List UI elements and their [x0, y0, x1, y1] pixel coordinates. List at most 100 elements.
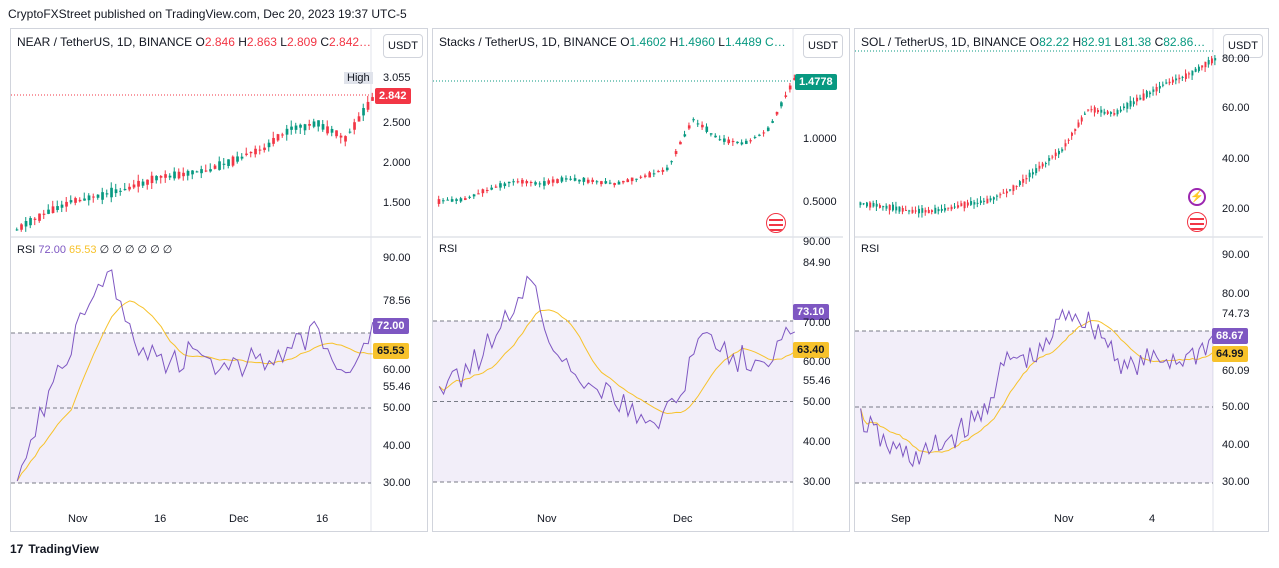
last-price-tag: 1.4778 — [795, 74, 837, 90]
candle-body — [503, 183, 507, 187]
us-flag-icon[interactable] — [766, 213, 786, 233]
rsi-ma-tag: 64.99 — [1212, 346, 1248, 362]
rsi-line — [860, 308, 1216, 468]
candle-body — [119, 190, 122, 192]
low-value: 81.38 — [1121, 35, 1152, 49]
candle-body — [366, 101, 370, 110]
symbol-legend[interactable]: SOL / TetherUS, 1D, BINANCE O82.22 H82.9… — [861, 35, 1206, 49]
candle-body — [1214, 58, 1217, 61]
symbol-legend[interactable]: Stacks / TetherUS, 1D, BINANCE O1.4602 H… — [439, 35, 786, 49]
candle-body — [276, 134, 280, 141]
candle-body — [83, 198, 86, 201]
chart-pane-stacks[interactable]: Stacks / TetherUS, 1D, BINANCE O1.4602 H… — [432, 28, 850, 532]
candle-body — [481, 189, 485, 194]
candle-body — [547, 180, 551, 184]
chart-pane-sol[interactable]: SOL / TetherUS, 1D, BINANCE O82.22 H82.9… — [854, 28, 1269, 532]
rsi-legend[interactable]: RSI — [439, 243, 457, 255]
candle-body — [485, 189, 489, 191]
candle-body — [173, 171, 176, 179]
rsi-title: RSI — [439, 243, 458, 255]
candle-body — [1058, 150, 1060, 155]
candle-body — [1139, 97, 1142, 100]
rsi-legend[interactable]: RSI — [861, 243, 879, 255]
chart-pane-near[interactable]: NEAR / TetherUS, 1D, BINANCE O2.846 H2.8… — [10, 28, 428, 532]
rsi-legend[interactable]: RSI 72.00 65.53 ∅ ∅ ∅ ∅ ∅ ∅ — [17, 243, 172, 256]
candle-body — [20, 224, 23, 230]
price-tick: 3.055 — [383, 72, 411, 84]
currency-button[interactable]: USDT — [383, 34, 423, 58]
candle-body — [766, 127, 770, 131]
candle-body — [892, 204, 894, 211]
candle-body — [635, 178, 638, 180]
rsi-ma-tag: 63.40 — [793, 342, 829, 358]
candle-body — [141, 181, 145, 186]
high-value: 2.863 — [246, 35, 277, 49]
candle-body — [56, 206, 59, 210]
price-tick: 1.0000 — [803, 133, 837, 145]
candle-body — [921, 208, 924, 213]
candle-body — [872, 202, 875, 207]
candle-body — [1025, 177, 1028, 180]
candle-body — [560, 177, 564, 182]
candle-body — [371, 97, 374, 101]
candle-body — [709, 133, 713, 135]
candle-body — [564, 178, 568, 180]
candle-body — [477, 193, 480, 195]
candle-body — [744, 140, 748, 144]
candle-body — [1054, 152, 1057, 157]
candle-body — [683, 134, 687, 137]
candle-body — [573, 178, 577, 181]
candle-body — [51, 206, 55, 214]
candle-body — [613, 183, 616, 186]
rsi-tick: 50.00 — [1222, 401, 1250, 413]
candle-body — [622, 180, 625, 183]
currency-button[interactable]: USDT — [1223, 34, 1263, 58]
candle-body — [947, 207, 950, 209]
rsi-ma-line — [16, 300, 373, 482]
symbol-legend[interactable]: NEAR / TetherUS, 1D, BINANCE O2.846 H2.8… — [17, 35, 372, 49]
rsi-ma-value: 65.53 — [69, 244, 97, 256]
candle-body — [908, 210, 911, 212]
price-tick: 2.500 — [383, 117, 411, 129]
candle-body — [687, 125, 691, 129]
candle-body — [918, 208, 921, 214]
candle-body — [258, 149, 262, 151]
candle-body — [927, 209, 930, 214]
price-tick: 40.00 — [1222, 153, 1250, 165]
candle-body — [882, 206, 885, 208]
candle-body — [591, 179, 594, 182]
candle-body — [970, 201, 973, 205]
candle-body — [976, 202, 979, 204]
candle-body — [33, 218, 37, 220]
rsi-tick: 60.09 — [1222, 365, 1250, 377]
candle-body — [1158, 85, 1161, 89]
candle-body — [937, 209, 940, 212]
x-tick: 4 — [1149, 513, 1156, 525]
candle-body — [696, 123, 700, 125]
candle-body — [128, 186, 131, 190]
candle-body — [1162, 84, 1165, 86]
tradingview-logo[interactable]: 17 TradingView — [10, 542, 99, 556]
candle-body — [507, 181, 511, 184]
candle-body — [110, 187, 113, 198]
candle-body — [1204, 61, 1207, 68]
candle-body — [953, 206, 956, 208]
candle-body — [1061, 149, 1064, 152]
logo-text: TradingView — [28, 542, 99, 556]
candle-body — [114, 189, 118, 194]
rsi-tick: 78.56 — [383, 295, 411, 307]
candle-body — [1116, 110, 1119, 115]
currency-button[interactable]: USDT — [803, 34, 843, 58]
candle-body — [1041, 163, 1044, 167]
candle-body — [1188, 73, 1191, 75]
candle-body — [1002, 192, 1005, 194]
candle-body — [499, 183, 502, 188]
us-flag-icon[interactable] — [1187, 212, 1207, 232]
candle-body — [254, 148, 257, 155]
rsi-tick: 74.73 — [1222, 308, 1250, 320]
price-tick: 2.000 — [383, 157, 411, 169]
candle-body — [973, 202, 976, 205]
candle-body — [182, 172, 185, 177]
rsi-tick: 80.00 — [1222, 288, 1250, 300]
lightning-icon[interactable]: ⚡ — [1188, 188, 1206, 206]
